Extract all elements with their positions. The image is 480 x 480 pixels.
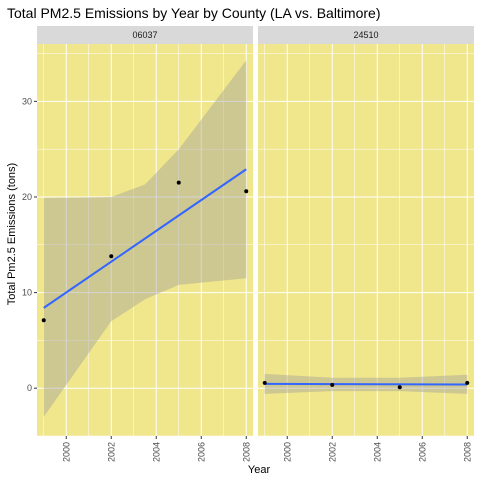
y-tick-label: 30: [22, 96, 32, 106]
x-axis-title: Year: [248, 464, 271, 476]
fit-line: [43, 168, 247, 309]
data-point: [330, 382, 335, 387]
data-point: [244, 189, 249, 194]
facet-strip-label: 24510: [353, 30, 378, 40]
y-tick-label: 20: [22, 192, 32, 202]
x-tick-label: 2000: [61, 442, 71, 462]
fit-line: [264, 382, 468, 386]
x-tick-label: 2008: [241, 442, 251, 462]
data-point: [109, 254, 114, 259]
data-point: [262, 380, 267, 385]
panel-background: [258, 44, 474, 436]
data-point: [176, 180, 181, 185]
facet-panel-24510: 24510 2000 2002 2004 2006 2008: [258, 26, 474, 462]
chart-title: Total PM2.5 Emissions by Year by County …: [7, 5, 381, 21]
x-tick-label: 2006: [196, 442, 206, 462]
x-tick-label: 2004: [151, 442, 161, 462]
panel-background: [37, 44, 253, 436]
data-point: [41, 318, 46, 323]
facet-strip: [37, 26, 253, 44]
facet-panel-06037: 06037 2000 2002 2004 2006 2008 0 10 20 30: [22, 26, 253, 462]
data-point: [465, 380, 470, 385]
data-point: [397, 385, 402, 390]
x-tick-label: 2002: [106, 442, 116, 462]
y-axis-title: Total Pm2.5 Emissions (tons): [6, 163, 18, 305]
y-tick-label: 10: [22, 288, 32, 298]
x-tick-label: 2004: [372, 442, 382, 462]
facet-strip: [258, 26, 474, 44]
x-tick-label: 2008: [462, 442, 472, 462]
facet-strip-label: 06037: [132, 30, 157, 40]
x-tick-label: 2002: [327, 442, 337, 462]
y-tick-label: 0: [27, 383, 32, 393]
x-tick-label: 2000: [282, 442, 292, 462]
x-tick-label: 2006: [417, 442, 427, 462]
